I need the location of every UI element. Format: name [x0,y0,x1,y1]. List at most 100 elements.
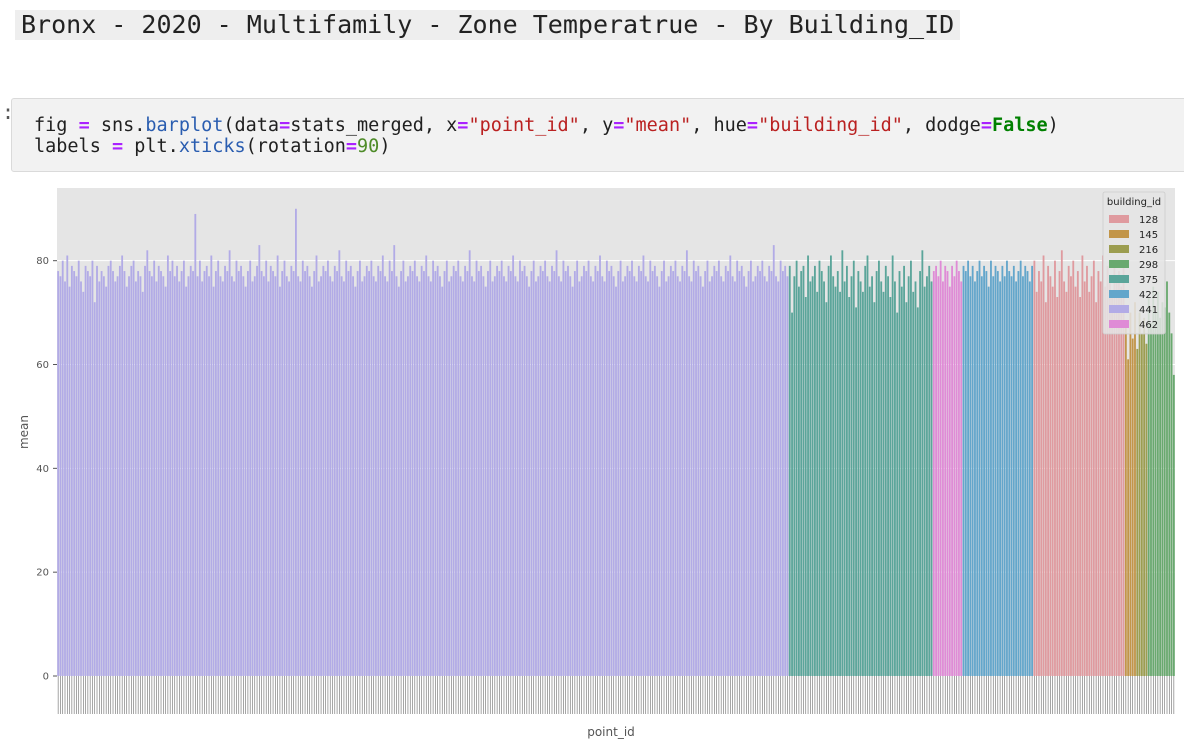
bar-441 [299,281,302,676]
code-line-1: fig = sns.barplot(data=stats_merged, x="… [34,115,1059,136]
line1-token-15: , dodge [902,115,981,136]
bar-422 [976,271,979,676]
bar-128 [1086,265,1088,676]
legend-box [1102,191,1166,335]
bar-375 [896,312,899,676]
bar-128 [1099,281,1102,676]
bar-375 [855,307,857,676]
bar-441 [315,255,318,676]
bar-462 [953,276,956,676]
bar-298 [1168,312,1171,676]
code-source[interactable]: fig = sns.barplot(data=stats_merged, x="… [34,115,1059,157]
bar-441 [736,260,739,676]
bar-422 [1008,271,1011,676]
bar-462 [932,271,935,676]
line1-token-18: ) [1047,115,1059,136]
bar-375 [832,276,835,676]
bar-422 [1001,265,1004,676]
bar-441 [516,281,519,676]
bar-441 [541,271,544,676]
bar-441 [473,281,476,676]
bar-441 [329,276,332,676]
bar-441 [452,265,455,676]
bar-441 [118,265,121,676]
bar-216 [1145,343,1148,676]
bar-441 [688,276,691,676]
bar-128 [1051,286,1054,676]
bar-441 [265,260,268,676]
bar-128 [1106,265,1109,676]
bar-375 [820,271,823,676]
bar-462 [960,281,963,676]
code-cell[interactable]: fig = sns.barplot(data=stats_merged, x="… [11,98,1184,172]
bar-375 [905,302,908,676]
bar-441 [400,271,403,676]
bar-441 [567,265,569,676]
bar-441 [388,260,391,676]
bar-441 [482,276,485,676]
bar-375 [921,250,924,676]
bar-441 [539,265,542,676]
bar-441 [674,260,677,676]
bar-441 [484,286,487,676]
bar-441 [512,255,515,676]
bar-441 [226,271,229,676]
bar-441 [528,286,531,676]
bar-441 [189,265,192,676]
bar-441 [439,276,441,676]
bar-441 [660,271,663,676]
bar-441 [258,245,261,676]
bar-441 [519,260,521,676]
bar-145 [1134,302,1136,676]
bar-441 [324,271,327,676]
legend-swatch-145 [1109,230,1129,238]
bar-441 [114,281,117,676]
bar-216 [1143,317,1146,676]
bar-441 [445,260,448,676]
bar-375 [916,307,919,676]
bar-441 [139,276,142,676]
bar-441 [301,260,304,676]
bar-375 [793,276,796,676]
bar-441 [89,276,92,676]
bar-441 [274,276,277,676]
bar-462 [946,271,949,676]
bar-441 [402,260,405,676]
bar-441 [278,286,281,676]
bar-441 [290,265,293,676]
y-tick-label: 40 [36,464,49,475]
bar-441 [82,291,85,676]
bar-441 [384,276,386,676]
bar-441 [86,271,89,676]
legend-label-145: 145 [1139,230,1158,241]
bar-441 [242,276,245,676]
line1-token-0: fig [34,115,79,136]
bar-441 [711,276,713,676]
bar-298 [1161,302,1164,676]
bar-441 [224,265,226,676]
bar-441 [295,208,297,676]
bar-462 [951,265,954,676]
bar-145 [1124,322,1127,676]
bar-441 [562,260,565,676]
bar-128 [1111,291,1114,676]
bar-375 [800,271,803,676]
bar-441 [192,271,194,676]
bar-441 [198,260,201,676]
bar-441 [128,276,130,676]
bar-375 [882,291,885,676]
bar-441 [166,255,169,676]
bar-441 [230,276,233,676]
bar-441 [306,265,309,676]
bar-441 [642,255,645,676]
line1-token-11: "mean" [624,115,692,136]
bar-441 [697,265,700,676]
bar-441 [121,255,124,676]
bar-441 [724,265,727,676]
bar-441 [345,260,348,676]
bar-441 [514,276,517,676]
bar-128 [1035,291,1038,676]
bar-441 [267,281,270,676]
bar-375 [816,291,819,676]
bar-441 [701,286,704,676]
